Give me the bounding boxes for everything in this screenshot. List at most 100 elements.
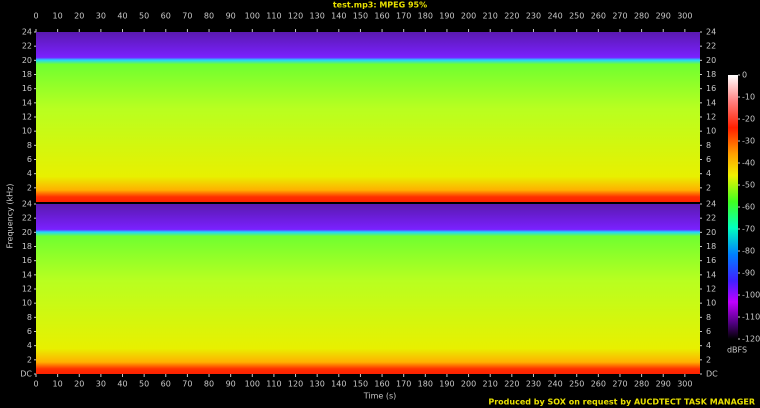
x-tick-label: 260 [591, 380, 606, 389]
spectrogram-area [36, 204, 700, 374]
y-tick-label: 18 [22, 70, 32, 79]
colorbar-tick-label: -10 [742, 93, 755, 102]
x-tick-label: 290 [656, 380, 671, 389]
x-tick-label-top: 220 [504, 12, 519, 21]
y-tick-label-right: 8 [706, 141, 711, 150]
y-tick-label: 4 [27, 169, 32, 178]
x-tick-label-top: 30 [96, 12, 106, 21]
x-tick-label-top: 80 [204, 12, 214, 21]
y-tick-label-right: 12 [706, 285, 716, 294]
y-tick-label-right: 22 [706, 214, 716, 223]
y-tick-label-right: 4 [706, 169, 711, 178]
x-tick-label-top: 50 [139, 12, 149, 21]
colorbar-tick-label: -60 [742, 203, 755, 212]
y-tick-label: 2 [27, 355, 32, 364]
x-tick-label-top: 70 [182, 12, 192, 21]
x-tick-label: 190 [439, 380, 454, 389]
y-tick-label-right: 8 [706, 313, 711, 322]
x-tick-label: 220 [504, 380, 519, 389]
x-tick-label: 200 [461, 380, 476, 389]
x-tick-label: 170 [396, 380, 411, 389]
x-tick-label: 110 [266, 380, 281, 389]
y-tick-label-right: 24 [706, 200, 716, 209]
colorbar-tick-label: -80 [742, 247, 755, 256]
y-tick-label-right: 18 [706, 70, 716, 79]
y-tick-label-right: 16 [706, 256, 716, 265]
spectrogram-area [36, 32, 700, 202]
colorbar-tick-label: -90 [742, 269, 755, 278]
x-tick-label-top: 290 [656, 12, 671, 21]
x-tick-label-top: 10 [53, 12, 63, 21]
y-tick-label: 14 [22, 98, 32, 107]
x-tick-label: 270 [612, 380, 627, 389]
x-tick-label: 0 [33, 380, 38, 389]
y-tick-label: 14 [22, 270, 32, 279]
colorbar-tick-label: -70 [742, 225, 755, 234]
x-axis-label: Time (s) [363, 392, 397, 401]
x-tick-label: 90 [226, 380, 236, 389]
y-tick-label: 24 [22, 28, 32, 37]
x-tick-label-top: 160 [374, 12, 389, 21]
x-tick-label-top: 260 [591, 12, 606, 21]
x-tick-label-top: 90 [226, 12, 236, 21]
x-tick-label-top: 150 [353, 12, 368, 21]
y-tick-label-right: 20 [706, 228, 716, 237]
y-tick-label: 20 [22, 228, 32, 237]
x-tick-label: 240 [547, 380, 562, 389]
colorbar-tick-label: -20 [742, 115, 755, 124]
y-tick-label: 2 [27, 183, 32, 192]
x-tick-label: 160 [374, 380, 389, 389]
x-tick-label: 30 [96, 380, 106, 389]
colorbar-tick-label: -120 [742, 335, 760, 344]
y-tick-label-right: 4 [706, 341, 711, 350]
x-tick-label: 130 [310, 380, 325, 389]
y-tick-label: 4 [27, 341, 32, 350]
colorbar-tick-label: -110 [742, 313, 760, 322]
y-tick-label: 18 [22, 242, 32, 251]
y-tick-label-right: 16 [706, 84, 716, 93]
x-tick-label-top: 40 [117, 12, 127, 21]
x-tick-label: 120 [288, 380, 303, 389]
y-tick-label-right: 12 [706, 113, 716, 122]
x-tick-label-top: 0 [33, 12, 38, 21]
x-tick-label-top: 140 [331, 12, 346, 21]
y-tick-label: 10 [22, 299, 32, 308]
x-tick-label-top: 240 [547, 12, 562, 21]
y-tick-label-right: 20 [706, 56, 716, 65]
x-tick-label-top: 200 [461, 12, 476, 21]
x-tick-label: 70 [182, 380, 192, 389]
x-tick-label: 80 [204, 380, 214, 389]
x-tick-label: 100 [245, 380, 260, 389]
y-tick-label: 24 [22, 200, 32, 209]
x-tick-label-top: 20 [74, 12, 84, 21]
x-tick-label-top: 230 [526, 12, 541, 21]
x-tick-label-top: 170 [396, 12, 411, 21]
y-tick-label: 20 [22, 56, 32, 65]
y-tick-label: 8 [27, 313, 32, 322]
x-tick-label: 140 [331, 380, 346, 389]
y-tick-label: 6 [27, 327, 32, 336]
x-tick-label-top: 100 [245, 12, 260, 21]
x-tick-label: 50 [139, 380, 149, 389]
footer: Produced by SOX on request by AUCDTECT T… [488, 398, 755, 407]
colorbar-tick-label: -30 [742, 137, 755, 146]
y-tick-label-right: DC [706, 370, 718, 379]
x-tick-label-top: 130 [310, 12, 325, 21]
y-tick-label-right: 6 [706, 327, 711, 336]
y-tick-label: DC [20, 370, 32, 379]
x-tick-label: 10 [53, 380, 63, 389]
x-tick-label-top: 190 [439, 12, 454, 21]
x-tick-label-top: 120 [288, 12, 303, 21]
y-tick-label-right: 10 [706, 299, 716, 308]
colorbar-tick-label: -100 [742, 291, 760, 300]
x-tick-label: 180 [418, 380, 433, 389]
x-tick-label-top: 300 [677, 12, 692, 21]
y-tick-label-right: 2 [706, 183, 711, 192]
y-tick-label: 12 [22, 113, 32, 122]
x-tick-label: 40 [117, 380, 127, 389]
x-tick-label: 300 [677, 380, 692, 389]
x-tick-label-top: 110 [266, 12, 281, 21]
x-tick-label-top: 250 [569, 12, 584, 21]
x-tick-label-top: 180 [418, 12, 433, 21]
